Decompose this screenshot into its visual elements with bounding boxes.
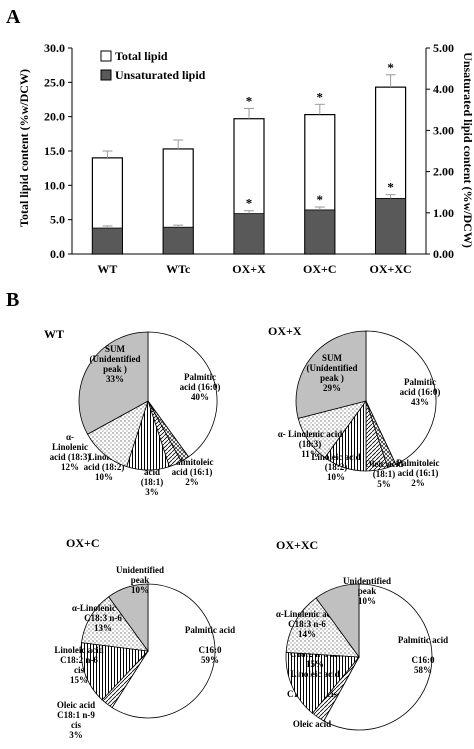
pie-charts: Palmitic acid (16:0) 40% Palmitoleic acid (1…: [50, 330, 448, 740]
x-tick-label: WTc: [166, 262, 191, 276]
legend-label-unsaturated: Unsaturated lipid: [115, 68, 206, 82]
pie-slice: [81, 596, 149, 652]
pie-slice: [78, 331, 149, 435]
pie-slice-label: Palmitoleic acid (16:1) 2%: [397, 458, 440, 488]
bar-unsaturated-lipid: [92, 227, 123, 255]
pie-wt: Palmitic acid (16:0) 40% Palmitoleic acid (1…: [50, 331, 221, 497]
y-tick-label-right: 2.00: [433, 165, 454, 179]
y-tick-label-left: 20.0: [44, 110, 65, 124]
y-tick-label-right: 4.00: [433, 82, 454, 96]
x-tick-label: OX+XC: [370, 262, 412, 276]
pie-slice: [108, 583, 149, 653]
legend-swatch-unsaturated: [100, 69, 112, 81]
pie-slice-label: α-Linolenic acid (18:3) 12%: [50, 432, 91, 472]
y-tick-label-left: 0.0: [50, 247, 65, 261]
y-tick-label-right: 5.00: [433, 41, 454, 55]
y-tick-label-left: 30.0: [44, 41, 65, 55]
pie-slice-label: α-Linolenic acid C18:3 n-6 14%: [276, 609, 338, 639]
pie-title-wt: WT: [44, 327, 64, 341]
pie-slice-label: Palmitoleic acid (16:1) 2%: [171, 457, 214, 487]
significance-star: *: [246, 93, 253, 108]
pie-slice-label: Palmitic acid (16:0) 40%: [180, 372, 221, 402]
significance-star: *: [387, 180, 394, 195]
pie-slice-label: Palmitic acid (16:0) 43%: [400, 377, 441, 407]
pie-oxc: Palmitic acid C16:0 59% Oleic acid C18:1 n-9…: [54, 565, 235, 740]
y-tick-label-right: 0.00: [433, 247, 454, 261]
significance-star: *: [317, 89, 324, 104]
pie-slice: [147, 331, 218, 458]
x-tick-label: OX+X: [232, 262, 266, 276]
pie-slice-label: Linoleic acid (18:2) 10%: [84, 452, 125, 482]
pie-title-oxx: OX+X: [268, 324, 302, 338]
pie-slice-label: Palmitic acid C16:0 59%: [185, 625, 235, 665]
pie-slice: [285, 597, 360, 658]
x-tick-label: OX+C: [303, 262, 337, 276]
pie-slice: [315, 583, 360, 659]
legend: Total lipid Unsaturated lipid: [100, 49, 206, 82]
pie-slice-label: SUM (Unidentified peak ) 29%: [306, 353, 357, 393]
significance-star: *: [246, 196, 253, 211]
panel-b-label: B: [6, 289, 19, 311]
bar-unsaturated-lipid: [304, 209, 336, 255]
pie-slice: [295, 330, 367, 419]
pie-slice-label: Unidentified peak 10%: [343, 576, 391, 606]
pie-slice: [80, 642, 149, 701]
pie-title-oxc: OX+C: [66, 536, 100, 550]
bar-unsaturated-lipid: [375, 197, 407, 255]
bar-unsaturated-lipid: [233, 213, 265, 255]
pie-slice-label: α-Linolenic acid C18:3 n-6 13%: [72, 603, 134, 633]
y-tick-label-left: 15.0: [44, 144, 65, 158]
panel-a-label: A: [6, 6, 21, 28]
pie-slice-label: Unidentified peak 10%: [116, 565, 164, 595]
pie-title-oxxc: OX+XC: [276, 538, 318, 552]
legend-label-total: Total lipid: [115, 49, 168, 63]
pie-slice-label: Oleic acid (18:1) 5%: [365, 459, 403, 489]
significance-star: *: [387, 60, 394, 75]
pie-slice: [285, 651, 360, 714]
pie-slice-label: Oleic acid C18:1 n-9 cis 3%: [57, 700, 95, 740]
legend-swatch-total: [100, 50, 112, 62]
y-tick-label-left: 5.0: [50, 213, 65, 227]
pie-slice: [323, 583, 433, 731]
y-axis-label-right: Unsaturated lipid content (%w/DCW): [461, 52, 474, 248]
bar-tick-labels: 0.0 5.0 10.0 15.0 20.0 25.0 30.0 0.00 1.00 2.00 3.…: [44, 41, 454, 276]
pie-slice-label: SUM (Unidentified peak ) 33%: [89, 344, 140, 384]
pie-slice: [111, 583, 216, 719]
lipid-bar-chart: Total lipid content (%w/DCW) Unsaturated…: [17, 41, 474, 276]
pie-slice: [365, 330, 437, 465]
y-tick-label-right: 1.00: [433, 206, 454, 220]
bar-unsaturated-lipid: [162, 226, 194, 255]
y-tick-label-left: 25.0: [44, 75, 65, 89]
pie-slice-label: Linoleic acid (18:2) 10%: [311, 452, 360, 482]
pie-slice-label: Palmitic acid C16:0 58%: [398, 635, 448, 675]
y-tick-label-left: 10.0: [44, 178, 65, 192]
y-axis-label-left: Total lipid content (%w/DCW): [17, 69, 31, 227]
x-tick-label: WT: [97, 262, 117, 276]
bar-marks: * * * * * *: [91, 60, 407, 255]
pie-oxx: Palmitic acid (16:0) 43% Palmitoleic acid (1…: [278, 330, 441, 489]
significance-star: *: [317, 192, 324, 207]
y-tick-label-right: 3.00: [433, 123, 454, 137]
pie-slice-label: α- Linolenic acid (18:3) 11%: [278, 429, 343, 459]
pie-slice-label: Linoleic acid C18:2 n-6 cis 15%: [54, 645, 103, 685]
